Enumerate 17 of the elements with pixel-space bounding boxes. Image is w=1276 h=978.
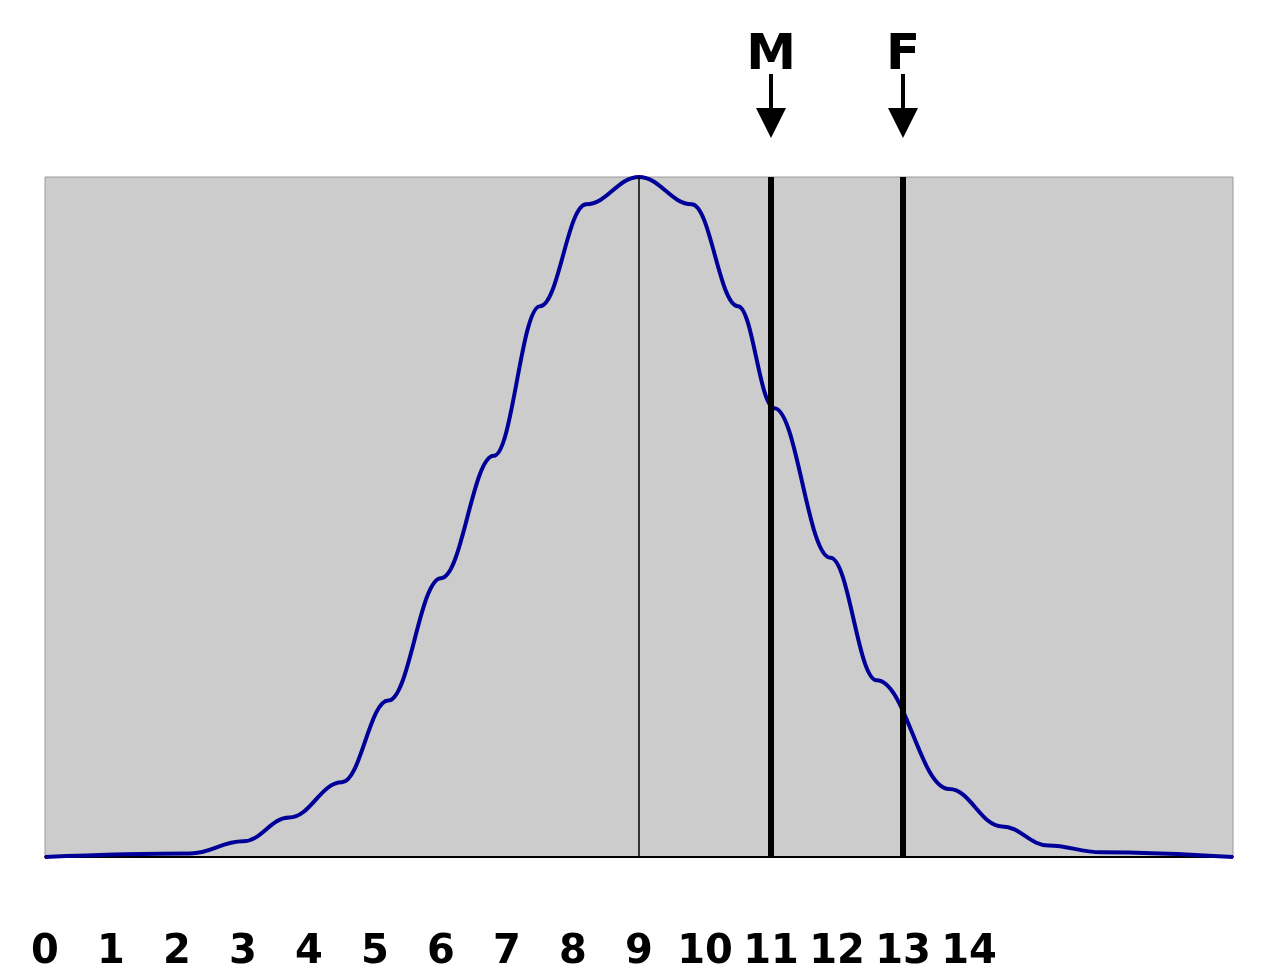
- x-tick-label: 5: [361, 926, 389, 972]
- x-tick-label: 13: [875, 926, 931, 972]
- ref-line-label: F: [885, 23, 921, 81]
- x-tick-label: 11: [743, 926, 799, 972]
- x-tick-label: 9: [625, 926, 653, 972]
- x-tick-label: 3: [229, 926, 257, 972]
- x-tick-label: 7: [493, 926, 521, 972]
- x-tick-label: 6: [427, 926, 455, 972]
- x-tick-label: 12: [809, 926, 865, 972]
- x-tick-label: 2: [163, 926, 191, 972]
- ref-line-label: M: [746, 23, 796, 81]
- x-tick-label: 4: [295, 926, 323, 972]
- x-tick-label: 0: [31, 926, 59, 972]
- x-tick-label: 1: [97, 926, 125, 972]
- x-tick-label: 14: [941, 926, 997, 972]
- x-tick-label: 10: [677, 926, 733, 972]
- x-tick-label: 8: [559, 926, 587, 972]
